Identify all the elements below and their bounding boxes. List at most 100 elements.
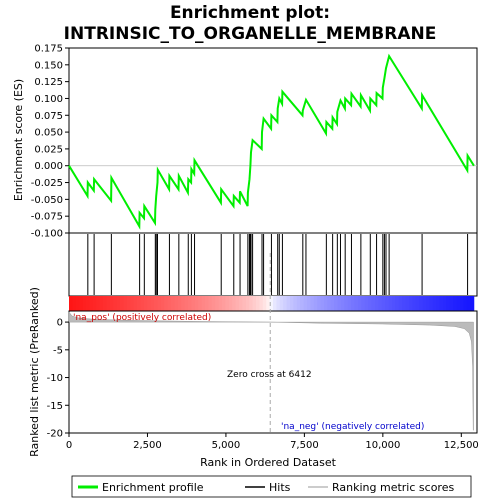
color-bar-segment bbox=[205, 296, 209, 311]
color-bar-segment bbox=[120, 296, 124, 311]
color-bar-segment bbox=[286, 296, 291, 311]
color-bar-segment bbox=[460, 296, 464, 311]
color-bar-segment bbox=[273, 296, 277, 311]
color-bar-segment bbox=[426, 296, 430, 311]
color-bar-segment bbox=[177, 296, 182, 311]
color-bar-segment bbox=[300, 296, 304, 311]
color-bar-segment bbox=[252, 296, 257, 311]
color-bar-segment bbox=[82, 296, 87, 311]
color-bar-segment bbox=[432, 296, 437, 311]
color-bar-segment bbox=[79, 296, 83, 311]
color-bar-segment bbox=[232, 296, 236, 311]
es-tick-label: 0.075 bbox=[34, 111, 63, 122]
color-bar-segment bbox=[449, 296, 454, 311]
color-bar-segment bbox=[385, 296, 389, 311]
es-tick-label: 0.100 bbox=[34, 94, 63, 105]
color-bar-segment bbox=[188, 296, 192, 311]
es-tick-label: -0.050 bbox=[31, 195, 63, 206]
color-bar-segment bbox=[99, 296, 104, 311]
chart-title-line2: INTRINSIC_TO_ORGANELLE_MEMBRANE bbox=[64, 24, 437, 44]
color-bar-segment bbox=[109, 296, 114, 311]
metric-tick-label: -15 bbox=[47, 401, 63, 412]
color-bar-segment bbox=[351, 296, 355, 311]
color-bar-segment bbox=[422, 296, 427, 311]
negative-correlation-label: 'na_neg' (negatively correlated) bbox=[281, 422, 424, 432]
color-bar-segment bbox=[140, 296, 145, 311]
color-bar-segment bbox=[150, 296, 155, 311]
es-axis-ticks: -0.100 -0.075 -0.050 -0.025 0.000 0.025 0.050 0… bbox=[31, 44, 69, 240]
color-bar-segment bbox=[415, 296, 420, 311]
es-tick-label: 0.150 bbox=[34, 60, 63, 71]
metric-y-axis-label: Ranked list metric (PreRanked) bbox=[28, 287, 41, 457]
color-bar-segment bbox=[75, 296, 80, 311]
es-tick-label: -0.100 bbox=[31, 229, 63, 240]
legend-enrichment-label: Enrichment profile bbox=[102, 481, 204, 494]
metric-tick-label: -5 bbox=[53, 345, 63, 356]
color-bar-segment bbox=[164, 296, 168, 311]
color-bar-segment bbox=[276, 296, 281, 311]
color-bar-segment bbox=[113, 296, 117, 311]
metric-panel-frame bbox=[68, 310, 478, 434]
color-bar-segment bbox=[215, 296, 219, 311]
color-bar-segment bbox=[228, 296, 233, 311]
x-tick-label: 2,500 bbox=[133, 440, 162, 451]
color-bar-segment bbox=[398, 296, 403, 311]
x-tick-label: 12,500 bbox=[444, 440, 479, 451]
color-bar-segment bbox=[347, 296, 352, 311]
color-bar-segment bbox=[157, 296, 162, 311]
color-bar-segment bbox=[89, 296, 94, 311]
color-bar-segment bbox=[324, 296, 328, 311]
color-bar-segment bbox=[466, 296, 471, 311]
es-tick-label: 0.050 bbox=[34, 128, 63, 139]
x-axis-label: Rank in Ordered Dataset bbox=[200, 456, 337, 469]
color-bar-segment bbox=[388, 296, 393, 311]
color-bar-segment bbox=[147, 296, 151, 311]
color-bar-segment bbox=[313, 296, 318, 311]
es-tick-label: 0.025 bbox=[34, 144, 63, 155]
es-tick-label: -0.025 bbox=[31, 178, 63, 189]
color-bar-segment bbox=[419, 296, 423, 311]
color-bar-segment bbox=[436, 296, 440, 311]
color-bar-segment bbox=[174, 296, 179, 311]
color-bar-segment bbox=[259, 296, 264, 311]
color-bar-segment bbox=[327, 296, 332, 311]
color-bar-segment bbox=[439, 296, 444, 311]
color-bar-segment bbox=[293, 296, 298, 311]
color-bar-segment bbox=[470, 296, 474, 311]
x-tick-label: 10,000 bbox=[365, 440, 400, 451]
color-bar-segment bbox=[154, 296, 158, 311]
legend-hits-label: Hits bbox=[269, 481, 291, 494]
legend-metric-label: Ranking metric scores bbox=[332, 481, 454, 494]
color-bar-segment bbox=[218, 296, 223, 311]
positive-correlation-label: 'na_pos' (positively correlated) bbox=[73, 313, 211, 323]
color-bar-segment bbox=[184, 296, 189, 311]
color-bar-segment bbox=[72, 296, 77, 311]
color-bar-segment bbox=[245, 296, 250, 311]
es-tick-label: -0.075 bbox=[31, 212, 63, 223]
color-bar-segment bbox=[446, 296, 451, 311]
legend-box bbox=[71, 475, 472, 498]
ranking-metric-area bbox=[68, 311, 474, 431]
color-bar-segment bbox=[86, 296, 90, 311]
color-bar-segment bbox=[69, 296, 73, 311]
color-bar-segment bbox=[133, 296, 138, 311]
color-bar-segment bbox=[201, 296, 206, 311]
color-bar-segment bbox=[283, 296, 287, 311]
color-bar-segment bbox=[337, 296, 342, 311]
color-bar-segment bbox=[262, 296, 267, 311]
color-bar-segment bbox=[456, 296, 461, 311]
color-bar-segment bbox=[402, 296, 406, 311]
color-bar-segment bbox=[473, 296, 475, 311]
color-bar-segment bbox=[191, 296, 196, 311]
color-bar-segment bbox=[429, 296, 434, 311]
color-bar-segment bbox=[225, 296, 230, 311]
color-bar-segment bbox=[303, 296, 308, 311]
color-bar-segment bbox=[453, 296, 457, 311]
color-bar-segment bbox=[412, 296, 417, 311]
color-bar-segment bbox=[381, 296, 386, 311]
color-bar-segment bbox=[181, 296, 185, 311]
color-bar-segment bbox=[392, 296, 396, 311]
color-bar-segment bbox=[242, 296, 247, 311]
color-bar-segment bbox=[307, 296, 311, 311]
color-bar-segment bbox=[317, 296, 321, 311]
